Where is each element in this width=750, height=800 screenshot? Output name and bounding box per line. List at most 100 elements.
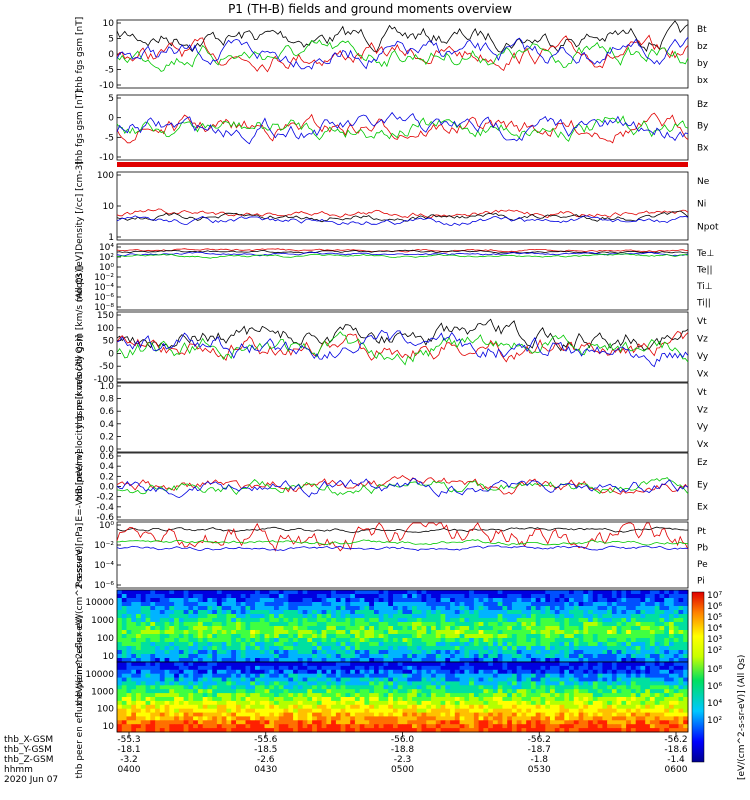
heatmap-cell xyxy=(526,716,532,721)
heatmap-cell xyxy=(164,693,170,698)
x-axis-value: -56.2 xyxy=(664,735,687,745)
heatmap-cell xyxy=(407,708,413,713)
heatmap-cell xyxy=(369,594,375,599)
heatmap-cell xyxy=(564,622,570,627)
heatmap-cell xyxy=(136,708,142,713)
heatmap-cell xyxy=(659,654,665,659)
heatmap-cell xyxy=(383,716,389,721)
heatmap-cell xyxy=(592,654,598,659)
heatmap-cell xyxy=(250,638,256,643)
heatmap-cell xyxy=(350,712,356,717)
heatmap-cell xyxy=(236,704,242,710)
heatmap-cell xyxy=(288,712,294,717)
heatmap-cell xyxy=(412,626,418,631)
heatmap-cell xyxy=(445,626,451,631)
heatmap-cell xyxy=(169,720,175,725)
heatmap-cell xyxy=(293,673,299,678)
heatmap-cell xyxy=(412,658,418,663)
heatmap-cell xyxy=(231,638,237,643)
heatmap-cell xyxy=(516,622,522,627)
heatmap-cell xyxy=(150,677,156,682)
heatmap-cell xyxy=(316,673,323,678)
heatmap-cell xyxy=(654,677,660,682)
heatmap-cell xyxy=(350,642,356,647)
heatmap-cell xyxy=(516,626,522,631)
heatmap-cell xyxy=(212,673,218,678)
heatmap-cell xyxy=(445,689,451,694)
heatmap-cell xyxy=(440,630,446,635)
heatmap-cell xyxy=(602,630,608,635)
heatmap-cell xyxy=(245,704,251,710)
heatmap-cell xyxy=(378,626,384,631)
heatmap-cell xyxy=(164,594,170,599)
heatmap-cell xyxy=(488,689,494,694)
heatmap-cell xyxy=(212,622,218,627)
heatmap-cell xyxy=(616,594,622,599)
heatmap-cell xyxy=(240,602,246,607)
heatmap-cell xyxy=(293,598,299,603)
heatmap-cell xyxy=(602,724,608,729)
heatmap-cell xyxy=(174,665,180,671)
heatmap-cell xyxy=(231,720,237,725)
heatmap-cell xyxy=(169,590,175,595)
heatmap-cell xyxy=(507,689,513,694)
heatmap-cell xyxy=(374,673,380,678)
heatmap-cell xyxy=(326,724,332,729)
heatmap-cell xyxy=(521,673,527,678)
heatmap-cell xyxy=(250,598,256,603)
heatmap-cell xyxy=(445,708,451,713)
heatmap-cell xyxy=(426,716,432,721)
heatmap-cell xyxy=(550,594,556,599)
heatmap-cell xyxy=(212,658,218,663)
heatmap-cell xyxy=(297,681,303,686)
heatmap-cell xyxy=(250,618,256,623)
heatmap-cell xyxy=(345,650,351,655)
heatmap-cell xyxy=(516,590,522,595)
heatmap-cell xyxy=(140,681,146,686)
heatmap-cell xyxy=(164,634,170,639)
heatmap-cell xyxy=(202,720,208,725)
heatmap-cell xyxy=(421,720,427,725)
heatmap-cell xyxy=(178,610,185,615)
heatmap-cell xyxy=(359,720,365,725)
heatmap-cell xyxy=(350,594,356,599)
heatmap-cell xyxy=(250,677,256,682)
heatmap-cell xyxy=(174,685,180,690)
heatmap-cell xyxy=(288,650,294,655)
heatmap-cell xyxy=(431,716,437,721)
heatmap-cell xyxy=(592,658,598,663)
heatmap-cell xyxy=(159,689,165,694)
heatmap-cell xyxy=(316,594,323,599)
heatmap-cell xyxy=(407,642,413,647)
heatmap-cell xyxy=(126,712,132,717)
heatmap-cell xyxy=(640,638,646,643)
heatmap-cell xyxy=(416,693,422,698)
heatmap-cell xyxy=(202,693,208,698)
heatmap-cell xyxy=(207,650,213,655)
heatmap-cell xyxy=(345,677,351,682)
heatmap-cell xyxy=(169,700,175,706)
heatmap-cell xyxy=(155,677,161,682)
heatmap-cell xyxy=(531,594,537,599)
heatmap-cell xyxy=(511,712,518,717)
heatmap-cell xyxy=(630,650,637,655)
heatmap-cell xyxy=(654,610,660,615)
heatmap-cell xyxy=(573,590,579,595)
heatmap-cell xyxy=(630,614,637,619)
heatmap-cell xyxy=(473,606,480,611)
legend-label-Bz: Bz xyxy=(697,100,708,110)
heatmap-cell xyxy=(340,689,346,694)
heatmap-cell xyxy=(216,728,223,733)
heatmap-cell xyxy=(359,602,365,607)
heatmap-cell xyxy=(240,697,246,702)
heatmap-cell xyxy=(326,618,332,623)
heatmap-cell xyxy=(559,728,565,733)
heatmap-cell xyxy=(497,704,503,710)
heatmap-cell xyxy=(497,700,503,706)
heatmap-cell xyxy=(159,610,165,615)
heatmap-cell xyxy=(440,681,446,686)
heatmap-cell xyxy=(431,665,437,671)
heatmap-cell xyxy=(649,626,656,631)
y-tick-label: 100 xyxy=(97,324,114,334)
